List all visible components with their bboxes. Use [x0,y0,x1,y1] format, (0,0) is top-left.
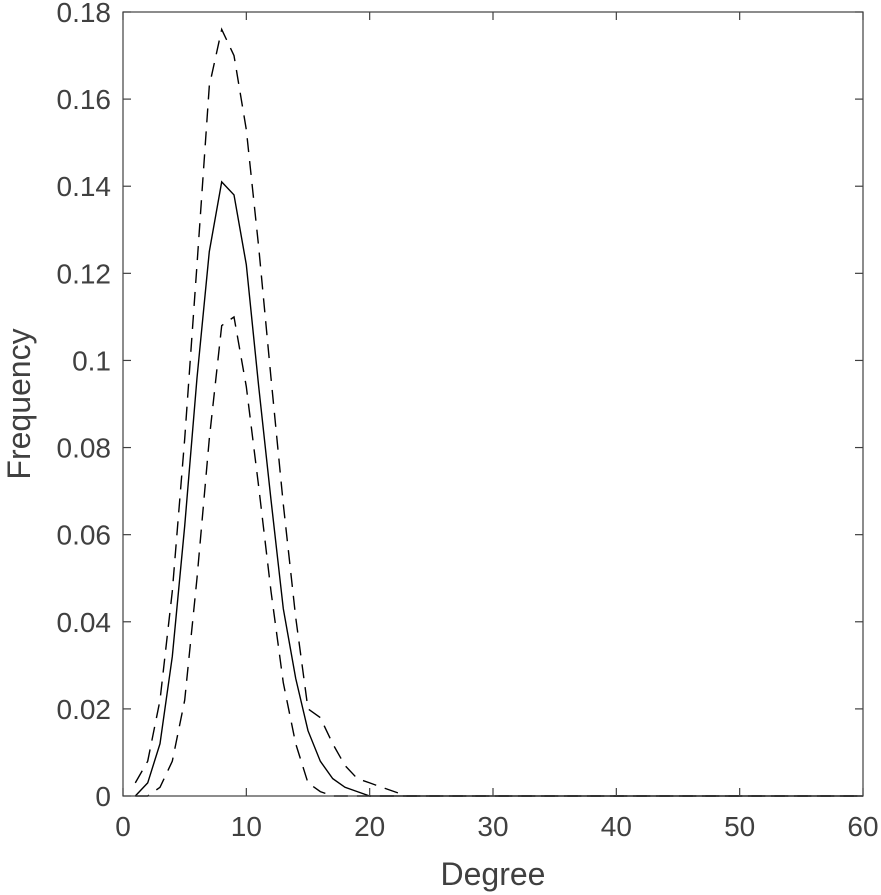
y-tick-label: 0.14 [57,171,112,202]
x-tick-label: 10 [231,811,262,842]
axes-layer [122,11,864,797]
x-tick-label: 40 [601,811,632,842]
tick-labels: 0 10 20 30 40 50 60 0 0.02 0.04 0.06 0.08 0.1 0.12 0.1… [57,0,879,842]
y-tick-label: 0.1 [72,345,111,376]
x-axis-label: Degree [441,856,546,892]
y-tick-label: 0 [95,781,111,812]
x-tick-label: 60 [847,811,878,842]
y-axis-label: Frequency [1,328,37,479]
y-tick-label: 0.06 [57,520,112,551]
y-tick-label: 0.08 [57,433,112,464]
x-tick-label: 20 [354,811,385,842]
y-tick-label: 0.18 [57,0,112,28]
y-tick-label: 0.02 [57,694,112,725]
y-tick-label: 0.12 [57,258,112,289]
plot-background [123,12,863,796]
x-tick-label: 30 [477,811,508,842]
y-tick-label: 0.16 [57,84,112,115]
x-tick-label: 0 [115,811,131,842]
y-tick-label: 0.04 [57,607,112,638]
x-tick-label: 50 [724,811,755,842]
series-line-1 [134,27,863,797]
